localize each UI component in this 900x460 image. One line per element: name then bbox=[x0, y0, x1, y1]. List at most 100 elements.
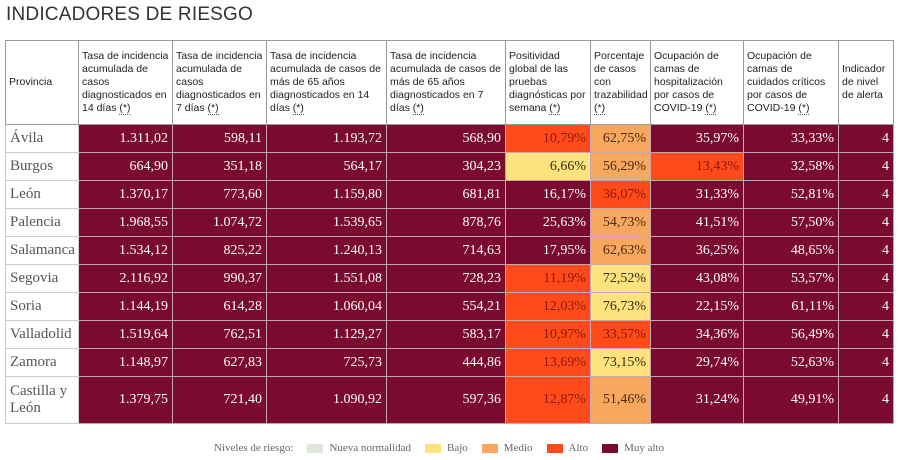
value-cell: 56,29% bbox=[590, 152, 651, 181]
footnote-link[interactable]: (*) bbox=[119, 102, 131, 115]
value-cell: 1.074,72 bbox=[172, 208, 267, 237]
footnote-link[interactable]: (*) bbox=[207, 102, 219, 115]
column-header: Porcentaje de casos con trazabilidad (*) bbox=[590, 40, 651, 125]
value-cell: 16,17% bbox=[505, 180, 591, 209]
value-cell: 13,43% bbox=[650, 152, 744, 181]
column-header-label: Provincia bbox=[9, 76, 53, 88]
column-header-label: Tasa de incidencia acumulada de casos de… bbox=[390, 50, 501, 114]
province-cell: Salamanca bbox=[5, 236, 79, 265]
value-cell: 29,74% bbox=[650, 348, 744, 377]
value-cell: 61,11% bbox=[743, 292, 839, 321]
value-cell: 762,51 bbox=[172, 320, 267, 349]
province-cell: Castilla y León bbox=[5, 376, 79, 424]
value-cell: 36,25% bbox=[650, 236, 744, 265]
column-header: Tasa de incidencia acumulada de casos di… bbox=[172, 40, 267, 125]
legend-item-label: Nueva normalidad bbox=[329, 442, 411, 454]
table-row: Palencia 1.968,55 1.074,72 1.539,65 878,76 25… bbox=[5, 208, 894, 237]
column-header: Tasa de incidencia acumulada de casos de… bbox=[266, 40, 387, 125]
value-cell: 34,36% bbox=[650, 320, 744, 349]
value-cell: 53,57% bbox=[743, 264, 839, 293]
value-cell: 1.129,27 bbox=[266, 320, 387, 349]
value-cell: 62,63% bbox=[590, 236, 651, 265]
value-cell: 4 bbox=[838, 208, 894, 237]
column-header-label: Ocupación de camas de cuidados críticos … bbox=[747, 50, 826, 114]
value-cell: 714,63 bbox=[386, 236, 506, 265]
value-cell: 11,19% bbox=[505, 264, 591, 293]
table-row: Zamora 1.148,97 627,83 725,73 444,86 13,69% 73… bbox=[5, 348, 894, 377]
column-header: Tasa de incidencia acumulada de casos di… bbox=[78, 40, 173, 125]
value-cell: 1.159,80 bbox=[266, 180, 387, 209]
province-cell: León bbox=[5, 180, 79, 209]
value-cell: 57,50% bbox=[743, 208, 839, 237]
value-cell: 2.116,92 bbox=[78, 264, 173, 293]
table-row: León 1.370,17 773,60 1.159,80 681,81 16,17% 36… bbox=[5, 180, 894, 209]
value-cell: 773,60 bbox=[172, 180, 267, 209]
legend-item-label: Alto bbox=[568, 442, 589, 454]
value-cell: 13,69% bbox=[505, 348, 591, 377]
legend-item-label: Muy alto bbox=[624, 442, 665, 454]
legend-item-label: Bajo bbox=[447, 442, 468, 454]
value-cell: 72,52% bbox=[590, 264, 651, 293]
value-cell: 1.090,92 bbox=[266, 376, 387, 424]
value-cell: 52,81% bbox=[743, 180, 839, 209]
value-cell: 31,24% bbox=[650, 376, 744, 424]
value-cell: 10,79% bbox=[505, 124, 591, 153]
table-row: Valladolid 1.519,64 762,51 1.129,27 583,17 10… bbox=[5, 320, 894, 349]
footnote-link[interactable]: (*) bbox=[594, 102, 606, 115]
value-cell: 664,90 bbox=[78, 152, 173, 181]
value-cell: 33,57% bbox=[590, 320, 651, 349]
table-row: Salamanca 1.534,12 825,22 1.240,13 714,63 17,… bbox=[5, 236, 894, 265]
value-cell: 6,66% bbox=[505, 152, 591, 181]
legend-swatch bbox=[481, 443, 498, 453]
table-row: Soria 1.144,19 614,28 1.060,04 554,21 12,03% 7… bbox=[5, 292, 894, 321]
column-header-label: Positividad global de las pruebas diagnó… bbox=[509, 50, 586, 114]
legend-swatch bbox=[425, 443, 441, 453]
value-cell: 43,08% bbox=[650, 264, 744, 293]
column-header-label: Tasa de incidencia acumulada de casos di… bbox=[176, 50, 263, 114]
footnote-link[interactable]: (*) bbox=[705, 102, 717, 115]
value-cell: 568,90 bbox=[386, 124, 506, 153]
value-cell: 444,86 bbox=[386, 348, 506, 377]
value-cell: 1.144,19 bbox=[78, 292, 173, 321]
value-cell: 725,73 bbox=[266, 348, 387, 377]
province-cell: Zamora bbox=[5, 348, 79, 377]
value-cell: 990,37 bbox=[172, 264, 267, 293]
province-cell: Segovia bbox=[5, 264, 79, 293]
value-cell: 1.539,65 bbox=[266, 208, 387, 237]
value-cell: 351,18 bbox=[172, 152, 267, 181]
footnote-link[interactable]: (*) bbox=[412, 102, 424, 115]
legend-swatch bbox=[602, 443, 619, 453]
value-cell: 4 bbox=[838, 152, 894, 181]
table-row: Castilla y León 1.379,75 721,40 1.090,92 597… bbox=[5, 376, 894, 424]
value-cell: 48,65% bbox=[743, 236, 839, 265]
table-row: Burgos 664,90 351,18 564,17 304,23 6,66% 56,29… bbox=[5, 152, 894, 181]
column-header-label: Tasa de incidencia acumulada de casos di… bbox=[82, 50, 169, 114]
footnote-link[interactable]: (*) bbox=[798, 102, 810, 115]
risk-legend: Niveles de riesgo: Nueva normalidad Bajo M… bbox=[214, 442, 664, 454]
footnote-link[interactable]: (*) bbox=[549, 102, 561, 115]
column-header-label: Ocupación de camas de hospitalización po… bbox=[654, 50, 723, 114]
value-cell: 32,58% bbox=[743, 152, 839, 181]
value-cell: 4 bbox=[838, 376, 894, 424]
value-cell: 825,22 bbox=[172, 236, 267, 265]
value-cell: 12,87% bbox=[505, 376, 591, 424]
value-cell: 62,75% bbox=[590, 124, 651, 153]
value-cell: 4 bbox=[838, 348, 894, 377]
legend-swatch bbox=[307, 443, 324, 453]
value-cell: 25,63% bbox=[505, 208, 591, 237]
value-cell: 36,07% bbox=[590, 180, 651, 209]
value-cell: 1.968,55 bbox=[78, 208, 173, 237]
column-header: Ocupación de camas de hospitalización po… bbox=[650, 40, 744, 125]
value-cell: 35,97% bbox=[650, 124, 744, 153]
value-cell: 614,28 bbox=[172, 292, 267, 321]
footnote-link[interactable]: (*) bbox=[292, 102, 304, 115]
province-cell: Valladolid bbox=[5, 320, 79, 349]
value-cell: 52,63% bbox=[743, 348, 839, 377]
value-cell: 4 bbox=[838, 292, 894, 321]
legend-swatch bbox=[546, 443, 563, 453]
value-cell: 4 bbox=[838, 264, 894, 293]
value-cell: 10,97% bbox=[505, 320, 591, 349]
value-cell: 1.193,72 bbox=[266, 124, 387, 153]
value-cell: 681,81 bbox=[386, 180, 506, 209]
value-cell: 41,51% bbox=[650, 208, 744, 237]
